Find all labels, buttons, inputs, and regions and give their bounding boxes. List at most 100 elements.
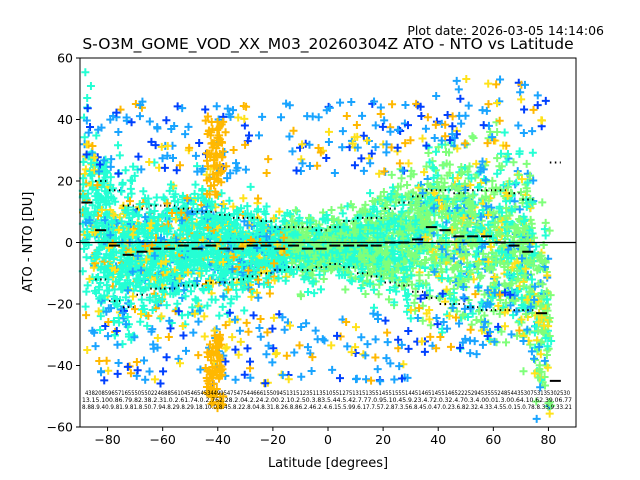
scatter-point	[153, 333, 162, 342]
scatter-point	[238, 228, 247, 237]
scatter-point	[112, 108, 121, 117]
scatter-point	[490, 288, 499, 297]
scatter-point	[497, 149, 506, 158]
scatter-point	[536, 255, 545, 264]
scatter-point	[492, 80, 501, 89]
scatter-point	[324, 127, 333, 136]
scatter-point	[350, 247, 359, 256]
scatter-point	[483, 286, 492, 295]
scatter-point	[192, 230, 201, 239]
scatter-point	[185, 143, 194, 152]
scatter-point	[94, 125, 103, 134]
scatter-point	[223, 174, 232, 183]
scatter-point	[399, 360, 408, 369]
scatter-point	[292, 207, 301, 216]
scatter-point	[400, 273, 409, 282]
scatter-point	[162, 116, 171, 125]
scatter-point	[176, 359, 185, 368]
scatter-point	[228, 265, 237, 274]
scatter-point	[162, 353, 171, 362]
x-tick-label: −60	[149, 432, 175, 447]
scatter-point	[115, 151, 124, 160]
scatter-point	[357, 284, 366, 293]
scatter-point	[443, 110, 452, 119]
scatter-point	[496, 230, 505, 239]
scatter-point	[521, 264, 530, 273]
scatter-point	[416, 102, 425, 111]
scatter-point	[502, 157, 511, 166]
scatter-point	[126, 176, 135, 185]
scatter-point	[172, 254, 181, 263]
scatter-point	[269, 259, 278, 268]
scatter-point	[396, 217, 405, 226]
scatter-point	[456, 272, 465, 281]
scatter-point	[174, 354, 183, 363]
scatter-point	[489, 209, 498, 218]
scatter-point	[176, 231, 185, 240]
scatter-point	[83, 281, 92, 290]
scatter-point	[241, 140, 250, 149]
scatter-point	[209, 170, 218, 179]
scatter-point	[181, 292, 190, 301]
scatter-point	[93, 181, 102, 190]
scatter-point	[147, 327, 156, 336]
y-tick-label: −60	[47, 420, 73, 435]
scatter-point	[286, 210, 295, 219]
scatter-point	[80, 133, 89, 142]
scatter-point	[505, 211, 514, 220]
scatter-point	[207, 139, 216, 148]
scatter-point	[545, 313, 554, 322]
scatter-point	[388, 100, 397, 109]
scatter-point	[353, 143, 362, 152]
scatter-point	[311, 326, 320, 335]
scatter-point	[176, 263, 185, 272]
scatter-point	[261, 379, 270, 388]
scatter-point	[178, 104, 187, 113]
scatter-point	[515, 326, 524, 335]
scatter-point	[323, 233, 332, 242]
scatter-point	[489, 233, 498, 242]
scatter-point	[380, 116, 389, 125]
scatter-point	[209, 379, 218, 388]
scatter-point	[376, 109, 385, 118]
scatter-point	[401, 191, 410, 200]
scatter-point	[412, 99, 421, 108]
scatter-point	[209, 161, 218, 170]
scatter-point	[352, 121, 361, 130]
scatter-point	[275, 207, 284, 216]
scatter-point	[118, 178, 127, 187]
scatter-point	[545, 409, 554, 418]
scatter-point	[324, 137, 333, 146]
scatter-point	[397, 374, 406, 383]
scatter-point	[239, 252, 248, 261]
scatter-point	[203, 348, 212, 357]
scatter-point	[80, 244, 89, 253]
scatter-point	[443, 171, 452, 180]
scatter-point	[322, 153, 331, 162]
scatter-point	[96, 230, 105, 239]
y-axis-label: ATO - NTO [DU]	[21, 192, 36, 293]
scatter-point	[234, 113, 243, 122]
scatter-point	[304, 288, 313, 297]
scatter-point	[271, 350, 280, 359]
scatter-point	[484, 257, 493, 266]
scatter-point	[526, 283, 535, 292]
scatter-point	[535, 342, 544, 351]
scatter-point	[376, 377, 385, 386]
scatter-point	[306, 218, 315, 227]
scatter-point	[221, 128, 230, 137]
scatter-point	[453, 260, 462, 269]
scatter-point	[112, 326, 121, 335]
scatter-point	[177, 216, 186, 225]
scatter-point	[336, 98, 345, 107]
x-axis-ticks: −80 −60 −40 −20 0 20 40 60 80	[94, 427, 556, 447]
scatter-point	[215, 311, 224, 320]
scatter-point	[373, 260, 382, 269]
scatter-point	[360, 257, 369, 266]
scatter-point	[509, 158, 518, 167]
scatter-point	[285, 132, 294, 141]
scatter-point	[221, 321, 230, 330]
scatter-point	[541, 96, 550, 105]
scatter-point	[437, 136, 446, 145]
scatter-point	[231, 315, 240, 324]
